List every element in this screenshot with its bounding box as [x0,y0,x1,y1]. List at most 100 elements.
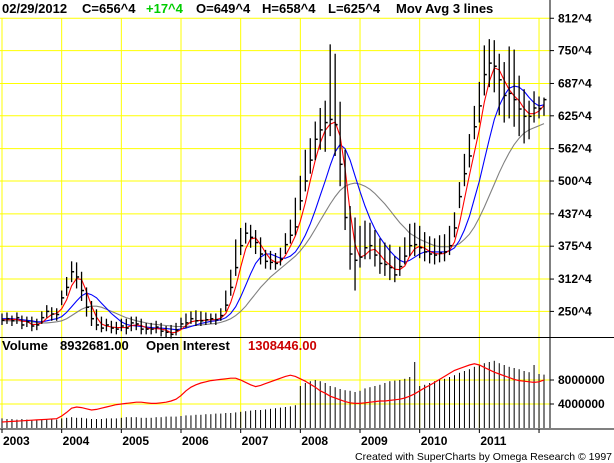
y-tick-label: 250^4 [558,304,592,318]
price-bar [21,315,25,330]
price-bar [56,308,60,321]
header-close: C=656^4 [82,1,136,16]
price-bar [483,45,487,96]
price-bar [379,238,383,274]
price-bar [503,62,507,123]
price-bar [419,225,423,259]
price-bar [458,182,462,209]
price-bar [274,252,278,270]
price-bar [105,318,109,332]
price-bar [180,317,184,330]
price-bar [11,315,15,327]
price-bar [339,101,343,187]
price-bar [304,149,308,192]
price-bar [424,232,428,262]
ma-fast-line [2,67,545,334]
price-bar [523,89,527,144]
price-bar [404,237,408,265]
price-bar [145,322,149,335]
price-bar [75,262,80,289]
x-tick-label: 2009 [361,434,388,448]
y-tick-label: 625^4 [558,109,592,123]
price-bar [85,287,90,317]
price-bar [210,313,214,324]
price-bar [140,318,144,335]
price-bar [359,225,363,268]
price-bar [354,217,358,291]
price-bar [240,227,244,256]
x-tick-label: 2003 [3,434,30,448]
price-bar [438,235,443,263]
price-bar [130,316,134,332]
price-bar [125,318,129,335]
price-bar [120,318,124,332]
price-bar [225,290,229,312]
price-bar [468,134,472,168]
price-bar [70,261,75,283]
volume-value: 8932681.00 [60,338,129,353]
price-bar [409,223,413,257]
header-study: Mov Avg 3 lines [396,1,493,16]
price-bar [31,316,35,332]
price-bar [205,312,209,325]
y-tick-label: 312^4 [558,272,592,286]
x-tick-label: 2008 [301,434,328,448]
x-tick-label: 2010 [421,434,448,448]
price-bar [324,100,328,152]
price-bar [170,324,174,339]
ma-slow-line [2,123,545,328]
y-tick-label: 562^4 [558,142,592,156]
price-bar [215,313,219,325]
price-bar [349,206,353,270]
price-bar [195,310,199,327]
price-bar [319,107,323,150]
price-bar [414,222,418,257]
price-bar [538,96,542,119]
price-bar [299,175,303,211]
price-bar [26,316,30,328]
price-bar [175,322,179,336]
price-bar [533,91,537,123]
price-bars [1,39,547,339]
price-bar [264,249,269,269]
price-bar [6,312,10,324]
price-bar [155,320,159,334]
price-bar [65,276,70,296]
price-bar [428,236,433,264]
price-bar [448,225,453,256]
x-tick-label: 2004 [63,434,90,448]
price-bar [498,53,502,116]
price-bar [269,250,274,270]
volume-label: Volume [2,338,48,353]
price-bar [364,220,368,260]
open-interest-series [1,363,545,423]
price-bar [513,49,517,127]
price-bar [245,222,249,244]
price-bar [61,290,65,306]
price-bar [190,311,194,324]
price-bar [508,46,512,119]
price-bar [220,308,224,321]
price-bar [110,320,114,334]
price-bar [284,233,288,255]
price-bar [394,256,398,283]
oi-value: 1308446.00 [248,338,317,353]
price-bar [36,318,40,331]
price-bar [46,305,50,318]
header-open: O=649^4 [196,1,251,16]
x-axis-labels: 2003 2004 2005 2006 2007 2008 2009 2010 2011 [1,429,540,448]
price-bar [493,40,497,93]
price-bar [518,75,522,137]
x-tick-label: 2006 [182,434,209,448]
x-tick-label: 2011 [480,434,506,448]
price-bar [249,224,254,248]
price-bar [259,237,264,265]
price-bar [150,322,154,335]
price-bar [369,222,373,260]
x-tick-label: 2007 [242,434,269,448]
volume-bars [1,360,545,428]
price-bar [463,153,467,187]
y-tick-label: 687^4 [558,76,592,90]
price-bar [160,322,164,337]
